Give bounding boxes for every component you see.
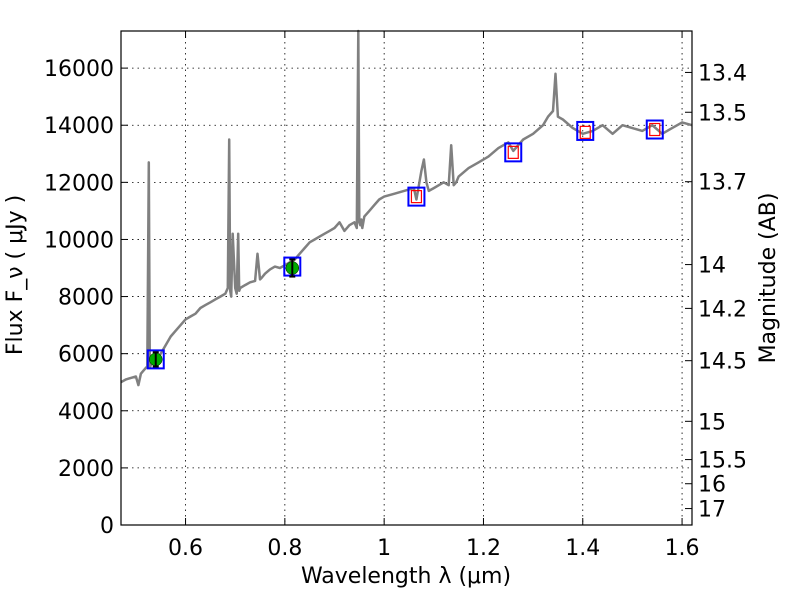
filter-box bbox=[576, 120, 595, 141]
x-tick-label: 1.4 bbox=[565, 536, 600, 561]
y-tick-label: 2000 bbox=[58, 457, 114, 482]
y-tick-label: 16000 bbox=[44, 57, 114, 82]
synthetic-flux-marker bbox=[649, 122, 661, 137]
synthetic-flux-marker bbox=[507, 145, 519, 159]
y-tick-label: 4000 bbox=[58, 400, 114, 425]
y-tick-label: 8000 bbox=[58, 286, 114, 311]
right-tick-label: 14 bbox=[698, 254, 726, 279]
right-tick-label: 13.7 bbox=[698, 171, 747, 196]
right-tick-label: 17 bbox=[698, 498, 726, 523]
y-tick-label: 12000 bbox=[44, 171, 114, 196]
right-tick-label: 14.5 bbox=[698, 350, 747, 375]
synthetic-flux-marker bbox=[410, 190, 423, 204]
plot-frame bbox=[120, 30, 693, 526]
photometry-point bbox=[576, 120, 595, 141]
y-tick-label: 14000 bbox=[44, 114, 114, 139]
x-tick-label: 1.6 bbox=[665, 536, 700, 561]
axis-ticks bbox=[121, 31, 692, 526]
right-tick-label: 13.5 bbox=[698, 101, 747, 126]
right-tick-label: 14.2 bbox=[698, 297, 747, 322]
right-tick-label: 15 bbox=[698, 410, 726, 435]
x-tick-label: 0.8 bbox=[267, 536, 302, 561]
right-tick-label: 16 bbox=[698, 473, 726, 498]
photometry-points bbox=[146, 119, 664, 370]
filter-box bbox=[407, 186, 426, 207]
y-tick-label: 10000 bbox=[44, 228, 114, 253]
y-tick-label: 0 bbox=[100, 514, 114, 539]
x-tick-label: 1 bbox=[377, 536, 391, 561]
y-axis-right-title: Magnitude (AB) bbox=[756, 193, 781, 364]
filter-box bbox=[645, 119, 664, 140]
y-axis-title: Flux F_ν ( μJy ) bbox=[3, 195, 28, 355]
grid-lines bbox=[121, 31, 692, 525]
y-tick-label: 6000 bbox=[58, 343, 114, 368]
photometry-point bbox=[283, 256, 302, 278]
filter-box bbox=[504, 142, 523, 163]
filter-box bbox=[146, 349, 165, 370]
right-tick-label: 13.4 bbox=[698, 61, 747, 86]
synthetic-flux-marker bbox=[579, 125, 591, 139]
photometry-point bbox=[504, 142, 523, 163]
axis-tick-labels: 0.6 0.8 1 1.2 1.4 1.6 0 2000 4000 6000 8000 10000 12… bbox=[44, 57, 747, 561]
photometry-point bbox=[146, 349, 165, 370]
photometry-point bbox=[645, 119, 664, 140]
x-tick-label: 0.6 bbox=[168, 536, 203, 561]
x-axis-title: Wavelength λ (μm) bbox=[301, 564, 511, 589]
spectrum-line bbox=[120, 29, 693, 387]
x-tick-label: 1.2 bbox=[466, 536, 501, 561]
right-tick-label: 15.5 bbox=[698, 449, 747, 474]
photometry-point bbox=[407, 186, 426, 207]
